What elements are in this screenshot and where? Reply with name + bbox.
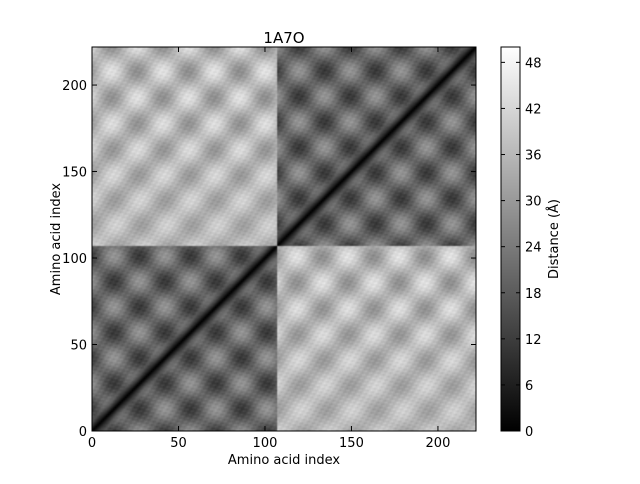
- colorbar-tick-label: 24: [525, 241, 542, 256]
- x-tick-label: 150: [339, 436, 364, 451]
- colorbar-tick-label: 36: [525, 149, 542, 164]
- y-axis-label: Amino acid index: [49, 183, 64, 295]
- x-tick-label: 200: [426, 436, 451, 451]
- colorbar-tick-label: 12: [525, 333, 542, 348]
- colorbar-gradient: [500, 46, 521, 432]
- y-tick-label: 50: [70, 339, 87, 354]
- x-tick-label: 100: [253, 436, 278, 451]
- x-tick-label: 50: [170, 436, 187, 451]
- y-tick-label: 200: [62, 79, 87, 94]
- colorbar-ticks: 0 6 12 18 24 30 36 42 48: [501, 56, 542, 440]
- colorbar-tick-label: 42: [525, 102, 542, 117]
- colorbar-tick-label: 30: [525, 195, 542, 210]
- x-axis-label: Amino acid index: [228, 453, 340, 468]
- x-axis: 0 50 100 150 200: [88, 47, 451, 451]
- colorbar-tick-label: 48: [525, 56, 542, 71]
- plot-frame: [91, 46, 477, 432]
- y-axis: 0 50 100 150 200: [62, 79, 476, 440]
- y-tick-label: 100: [62, 252, 87, 267]
- colorbar: 0 6 12 18 24 30 36 42 48: [500, 46, 542, 440]
- colorbar-label: Distance (Å): [546, 199, 562, 279]
- heatmap-image: [92, 47, 476, 431]
- colorbar-tick-label: 18: [525, 287, 542, 302]
- colorbar-tick-label: 0: [525, 425, 533, 440]
- chart-title: 1A7O: [263, 29, 304, 47]
- colorbar-tick-label: 6: [525, 379, 533, 394]
- x-tick-label: 0: [88, 436, 96, 451]
- y-tick-label: 150: [62, 166, 87, 181]
- y-tick-label: 0: [79, 425, 87, 440]
- heatmap: [91, 46, 477, 432]
